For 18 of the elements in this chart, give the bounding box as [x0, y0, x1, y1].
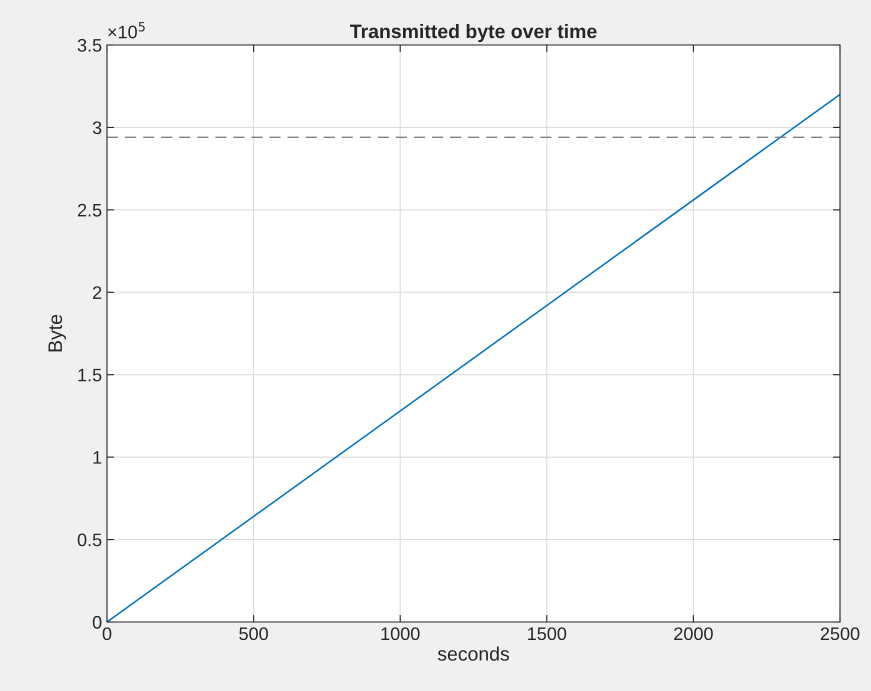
- x-tick-label: 2500: [820, 627, 860, 640]
- y-tick-label: 0: [92, 616, 102, 629]
- y-tick-label: 3.5: [78, 38, 102, 52]
- x-tick-label: 2000: [674, 627, 713, 640]
- y-tick-label: 1.5: [78, 368, 102, 382]
- x-axis-title: seconds: [438, 646, 510, 661]
- x-tick-label: 500: [239, 627, 268, 640]
- x-tick-label: 0: [102, 627, 112, 640]
- text: ×10$^{5}$: [108, 22, 145, 38]
- y-tick-label: 0.5: [78, 534, 102, 546]
- chart-title: Transmitted byte over time: [350, 24, 597, 42]
- y-tick-label: 2: [93, 286, 102, 299]
- y-axis-title: Byte: [48, 314, 66, 352]
- y-tick-label: 2.5: [78, 204, 102, 217]
- x-tick-label: 1500: [528, 627, 566, 640]
- x-tick-label: 1000: [381, 627, 420, 640]
- y-tick-label: 1: [93, 451, 102, 464]
- y-tick-label: 3: [92, 121, 102, 134]
